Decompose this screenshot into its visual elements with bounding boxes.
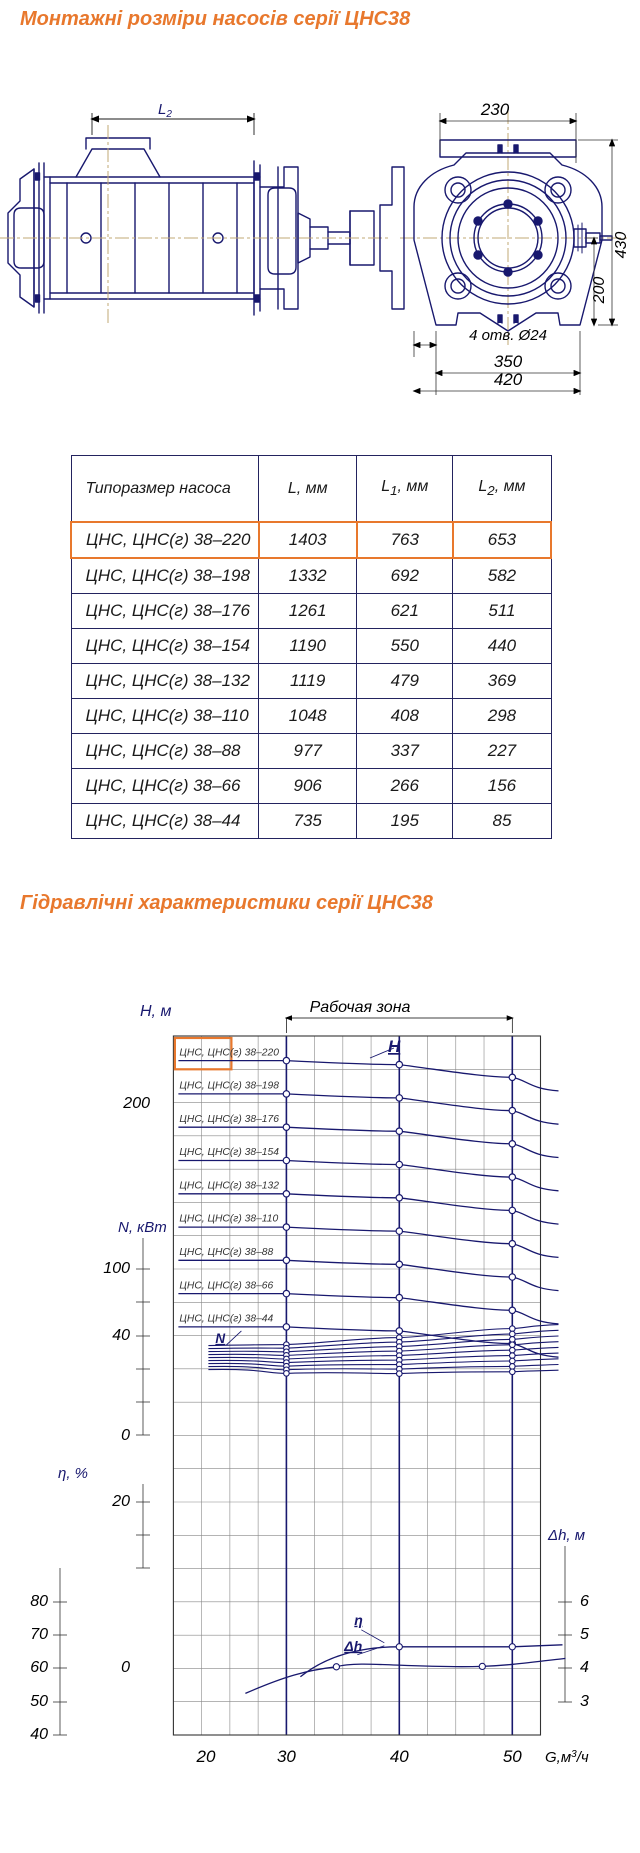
svg-text:ЦНС, ЦНС(г) 38–66: ЦНС, ЦНС(г) 38–66 bbox=[179, 1280, 273, 1291]
svg-text:30: 30 bbox=[277, 1747, 296, 1766]
svg-text:ЦНС, ЦНС(г) 38–44: ЦНС, ЦНС(г) 38–44 bbox=[179, 1314, 273, 1325]
svg-text:η, %: η, % bbox=[58, 1465, 88, 1482]
svg-text:0: 0 bbox=[121, 1427, 130, 1444]
svg-text:40: 40 bbox=[390, 1747, 409, 1766]
svg-text:40: 40 bbox=[112, 1327, 130, 1344]
svg-text:230: 230 bbox=[480, 100, 510, 119]
svg-text:420: 420 bbox=[494, 370, 523, 389]
svg-text:Рабочая зона: Рабочая зона bbox=[310, 1000, 411, 1016]
svg-text:ЦНС, ЦНС(г) 38–176: ЦНС, ЦНС(г) 38–176 bbox=[179, 1114, 279, 1125]
svg-text:4 отв. Ø24: 4 отв. Ø24 bbox=[469, 327, 547, 344]
svg-text:60: 60 bbox=[30, 1659, 48, 1676]
svg-text:70: 70 bbox=[30, 1626, 48, 1643]
svg-text:50: 50 bbox=[503, 1747, 522, 1766]
svg-text:η: η bbox=[354, 1612, 363, 1628]
svg-text:50: 50 bbox=[30, 1693, 48, 1710]
svg-text:ЦНС, ЦНС(г) 38–88: ЦНС, ЦНС(г) 38–88 bbox=[179, 1247, 273, 1258]
svg-text:N: N bbox=[215, 1331, 225, 1346]
svg-text:200: 200 bbox=[591, 277, 608, 305]
svg-text:ЦНС, ЦНС(г) 38–154: ЦНС, ЦНС(г) 38–154 bbox=[179, 1147, 279, 1158]
svg-text:L2: L2 bbox=[158, 101, 172, 120]
svg-text:200: 200 bbox=[122, 1095, 150, 1112]
svg-text:ЦНС, ЦНС(г) 38–198: ЦНС, ЦНС(г) 38–198 bbox=[179, 1081, 279, 1092]
svg-text:0: 0 bbox=[121, 1659, 130, 1676]
svg-text:ЦНС, ЦНС(г) 38–132: ЦНС, ЦНС(г) 38–132 bbox=[179, 1180, 279, 1191]
svg-text:3: 3 bbox=[580, 1693, 589, 1710]
svg-text:N, кВт: N, кВт bbox=[118, 1219, 167, 1236]
svg-text:20: 20 bbox=[196, 1747, 216, 1766]
svg-text:430: 430 bbox=[613, 232, 630, 259]
svg-text:ЦНС, ЦНС(г) 38–110: ЦНС, ЦНС(г) 38–110 bbox=[179, 1214, 278, 1225]
svg-text:6: 6 bbox=[580, 1593, 589, 1610]
svg-text:100: 100 bbox=[103, 1260, 130, 1277]
svg-text:H: H bbox=[388, 1037, 401, 1056]
svg-text:ЦНС, ЦНС(г) 38–220: ЦНС, ЦНС(г) 38–220 bbox=[179, 1047, 279, 1058]
svg-text:5: 5 bbox=[580, 1626, 589, 1643]
svg-text:Δh: Δh bbox=[343, 1638, 362, 1654]
svg-text:Δh, м: Δh, м bbox=[547, 1527, 585, 1544]
svg-text:4: 4 bbox=[580, 1659, 589, 1676]
svg-text:40: 40 bbox=[30, 1726, 48, 1743]
svg-text:G,м3/ч: G,м3/ч bbox=[545, 1749, 589, 1766]
svg-text:80: 80 bbox=[30, 1593, 48, 1610]
svg-text:350: 350 bbox=[494, 352, 523, 371]
svg-text:20: 20 bbox=[111, 1493, 130, 1510]
svg-text:H, м: H, м bbox=[140, 1003, 171, 1020]
